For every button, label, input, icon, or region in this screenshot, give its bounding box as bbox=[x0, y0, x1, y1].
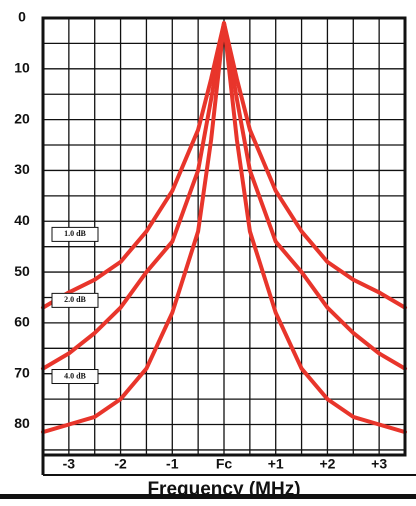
x-axis-label: Frequency (MHz) bbox=[147, 479, 300, 500]
y-tick-label: 10 bbox=[14, 60, 30, 76]
curves bbox=[41, 21, 407, 435]
y-tick-label: 80 bbox=[14, 415, 30, 431]
y-tick-label: 30 bbox=[14, 161, 30, 177]
series-label: 2.0 dB bbox=[64, 295, 86, 304]
series-label: 4.0 dB bbox=[64, 371, 86, 380]
y-tick-label: 40 bbox=[14, 212, 30, 228]
x-tick-label: +3 bbox=[371, 456, 387, 472]
series-label: 1.0 dB bbox=[64, 229, 86, 238]
plot-frame bbox=[41, 16, 407, 457]
series-label-box bbox=[51, 226, 99, 242]
y-tick-label: 70 bbox=[14, 364, 30, 380]
bottom-bar bbox=[0, 494, 416, 499]
y-tick-label: 0 bbox=[18, 9, 26, 25]
x-tick-label: -2 bbox=[114, 456, 127, 472]
series-label-box bbox=[51, 369, 99, 385]
curve bbox=[41, 21, 407, 435]
y-tick-label: 60 bbox=[14, 314, 30, 330]
x-tick-label: -1 bbox=[166, 456, 179, 472]
y-tick-label: 20 bbox=[14, 110, 30, 126]
y-tick-label: 50 bbox=[14, 263, 30, 279]
x-tick-label: +2 bbox=[319, 456, 335, 472]
x-tick-label: -3 bbox=[63, 456, 76, 472]
x-tick-label: Fc bbox=[216, 456, 233, 472]
series-label-box bbox=[51, 292, 99, 308]
x-tick-label: +1 bbox=[268, 456, 284, 472]
